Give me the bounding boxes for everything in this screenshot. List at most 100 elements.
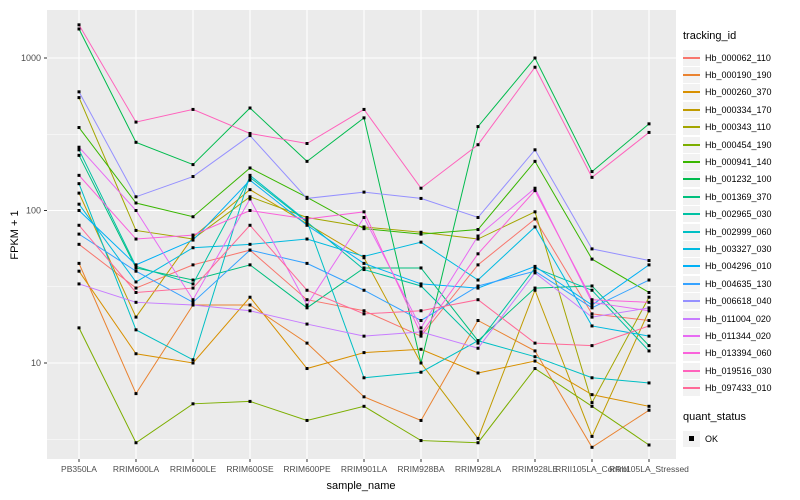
x-tick-label: RRIM928LA: [455, 464, 502, 474]
data-point: [533, 217, 537, 221]
data-point: [134, 264, 138, 268]
data-point: [134, 195, 138, 199]
data-point: [533, 271, 537, 275]
line-swatch-icon: [683, 101, 700, 118]
data-point: [419, 332, 423, 336]
data-point: [476, 341, 480, 345]
data-point: [590, 393, 594, 397]
data-point: [533, 186, 537, 190]
data-point: [191, 175, 195, 179]
data-point: [248, 178, 252, 182]
data-point: [419, 284, 423, 288]
axes: 10 100 1000 PB350LA RRIM600LA RRIM600LE RRIM60…: [21, 53, 689, 474]
data-point: [419, 318, 423, 322]
legend-item-label: Hb_002965_030: [705, 209, 772, 220]
x-tick-label: RRIM928BA: [397, 464, 445, 474]
data-point: [362, 309, 366, 313]
data-point: [419, 232, 423, 236]
data-point: [134, 237, 138, 241]
legend-item-Hb_000941_140: Hb_000941_140: [683, 153, 799, 171]
data-point: [362, 376, 366, 380]
data-point: [647, 324, 651, 328]
x-tick-label: RRIM928LE: [512, 464, 559, 474]
line-swatch-icon: [683, 275, 700, 292]
data-point: [590, 257, 594, 261]
legend-item-label: Hb_000190_190: [705, 70, 772, 81]
data-point: [476, 143, 480, 147]
black-square-marker-icon: [683, 430, 700, 447]
legend-item-label: Hb_000941_140: [705, 157, 772, 168]
data-point: [590, 344, 594, 348]
data-point: [305, 322, 309, 326]
x-tick-label: RRIM600LA: [113, 464, 160, 474]
data-point: [362, 210, 366, 214]
legend-item-Hb_003327_030: Hb_003327_030: [683, 240, 799, 257]
legend-item-ok: OK: [683, 430, 799, 447]
legend-item-label: Hb_003327_030: [705, 243, 772, 254]
line-swatch-icon: [683, 49, 700, 66]
data-point: [419, 240, 423, 244]
legend-item-Hb_097433_010: Hb_097433_010: [683, 379, 799, 397]
data-point: [476, 339, 480, 343]
data-point: [134, 441, 138, 445]
data-point: [77, 148, 81, 152]
data-point: [647, 122, 651, 126]
legend-item-label: Hb_000343_110: [705, 122, 771, 133]
data-point: [77, 223, 81, 227]
data-point: [590, 288, 594, 292]
data-point: [248, 309, 252, 313]
data-point: [305, 222, 309, 226]
plot-panel: [47, 10, 676, 459]
line-swatch-icon: [683, 380, 700, 397]
y-tick-label: 100: [26, 206, 41, 216]
data-point: [419, 196, 423, 200]
data-point: [191, 286, 195, 290]
data-point: [362, 334, 366, 338]
data-point: [362, 351, 366, 355]
legend-item-label: Hb_000260_370: [705, 87, 772, 98]
data-point: [362, 227, 366, 231]
data-point: [248, 131, 252, 135]
data-point: [77, 242, 81, 246]
data-point: [647, 278, 651, 282]
data-point: [305, 306, 309, 310]
data-point: [77, 261, 81, 265]
legend-item-label: Hb_002999_060: [705, 226, 772, 237]
legend-item-Hb_019516_030: Hb_019516_030: [683, 362, 799, 379]
legend-item-label: Hb_011344_020: [705, 330, 771, 341]
line-swatch-icon: [683, 310, 700, 327]
legend-item-label: Hb_004296_010: [705, 261, 772, 272]
x-tick-label: PB350LA: [61, 464, 97, 474]
data-point: [647, 130, 651, 134]
x-tick-label: RRII105LA_Stressed: [609, 464, 689, 474]
data-point: [362, 268, 366, 272]
legend-item-label: Hb_019516_030: [705, 365, 772, 376]
data-point: [305, 341, 309, 345]
data-point: [590, 376, 594, 380]
data-point: [305, 142, 309, 146]
data-point: [419, 309, 423, 313]
data-point: [191, 238, 195, 242]
legend-item-label: Hb_004635_130: [705, 278, 772, 289]
line-swatch-icon: [683, 362, 700, 379]
data-point: [647, 381, 651, 385]
data-point: [362, 107, 366, 111]
data-point: [305, 367, 309, 371]
data-point: [647, 349, 651, 353]
data-point: [134, 201, 138, 205]
data-point: [134, 392, 138, 396]
data-point: [134, 269, 138, 273]
data-point: [191, 246, 195, 250]
legend-title-quant-status: quant_status: [683, 410, 746, 423]
data-point: [476, 371, 480, 375]
legend-item-Hb_000190_190: Hb_000190_190: [683, 66, 799, 84]
data-point: [77, 326, 81, 330]
data-point: [590, 324, 594, 328]
data-point: [77, 209, 81, 212]
data-point: [191, 358, 195, 362]
legend-item-Hb_004296_010: Hb_004296_010: [683, 258, 799, 275]
x-tick-label: RRIM600LE: [170, 464, 217, 474]
data-point: [647, 290, 651, 294]
data-point: [590, 284, 594, 288]
data-point: [476, 125, 480, 129]
